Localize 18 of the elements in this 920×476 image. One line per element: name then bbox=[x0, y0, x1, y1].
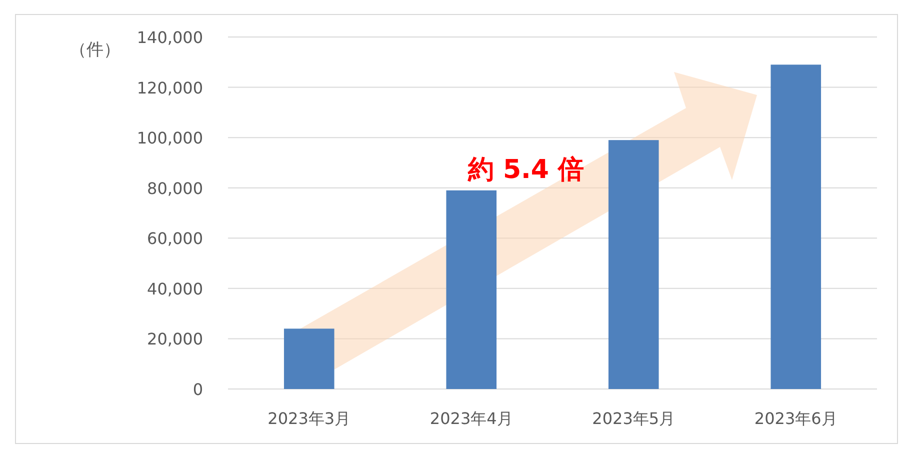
y-tick-label: 20,000 bbox=[147, 330, 203, 349]
x-tick-label: 2023年6月 bbox=[754, 409, 838, 428]
y-tick-label: 140,000 bbox=[136, 28, 203, 47]
bar bbox=[284, 328, 334, 389]
x-tick-label: 2023年3月 bbox=[268, 409, 351, 428]
x-tick-label: 2023年5月 bbox=[592, 409, 676, 428]
bar bbox=[446, 190, 497, 389]
y-tick-label: 0 bbox=[192, 380, 203, 399]
y-tick-label: 60,000 bbox=[147, 229, 203, 248]
annotation: 約 5.4 倍 bbox=[466, 155, 584, 185]
y-tick-label: 100,000 bbox=[136, 128, 203, 148]
x-tick-label: 2023年4月 bbox=[430, 409, 513, 428]
y-tick-label: 80,000 bbox=[147, 178, 203, 198]
y-tick-label: 120,000 bbox=[136, 78, 203, 98]
y-tick-label: 40,000 bbox=[147, 279, 203, 298]
bar bbox=[608, 140, 659, 389]
bar bbox=[770, 64, 822, 389]
y-axis-title: （件） bbox=[70, 40, 120, 60]
